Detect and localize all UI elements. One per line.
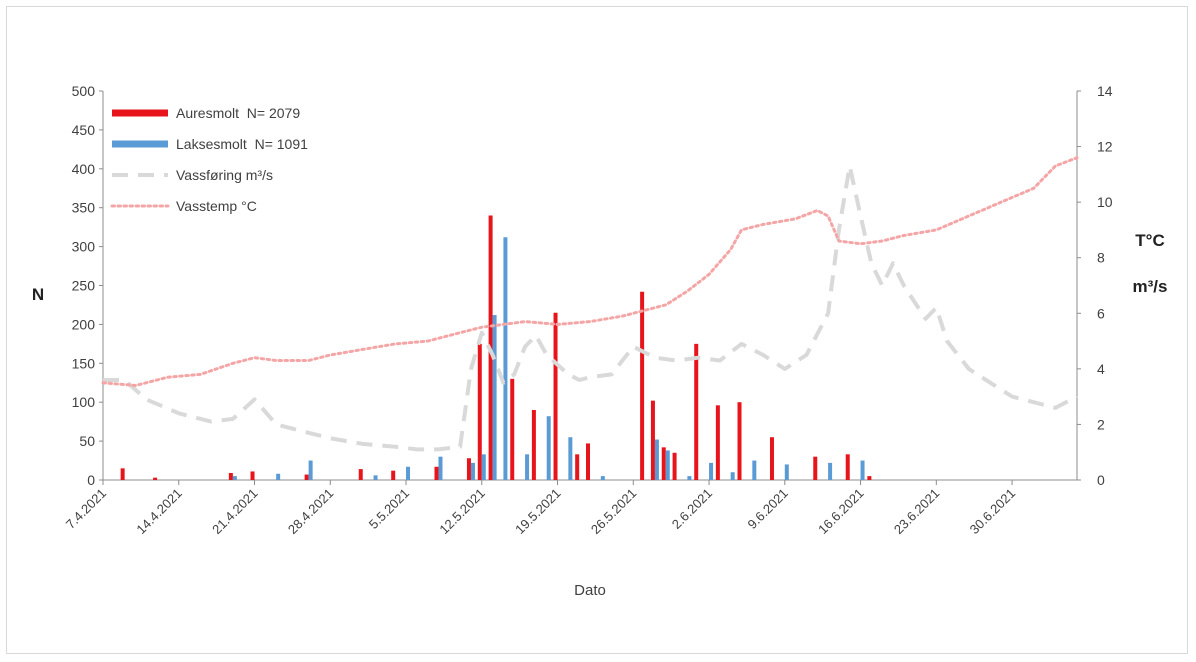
line-vasstemp: [101, 156, 1079, 387]
y-left-tick-label: 300: [72, 239, 96, 255]
y-right-tick-label: 12: [1097, 139, 1113, 155]
x-tick-label: 26.5.2021: [588, 486, 640, 538]
bar-auresmolt: [250, 471, 255, 480]
y-left-tick-label: 350: [72, 200, 96, 216]
x-tick-label: 2.6.2021: [669, 486, 715, 532]
bar-laksesmolt: [232, 476, 237, 480]
x-tick-label: 9.6.2021: [745, 486, 791, 532]
y-axis-left-title: N: [32, 285, 44, 304]
y-axis-right-title-temp: T°C: [1135, 231, 1164, 250]
bar-auresmolt: [575, 454, 580, 480]
bar-auresmolt: [813, 456, 818, 480]
x-tick-label: 12.5.2021: [436, 486, 488, 538]
y-left-tick-label: 250: [72, 278, 96, 294]
bar-laksesmolt: [752, 460, 757, 480]
bar-laksesmolt: [665, 450, 670, 480]
bar-laksesmolt: [784, 464, 789, 480]
y-right-tick-label: 2: [1097, 416, 1105, 432]
y-left-tick-label: 100: [72, 394, 96, 410]
bar-auresmolt: [769, 437, 774, 480]
bar-laksesmolt: [503, 237, 508, 480]
bar-auresmolt: [531, 409, 536, 480]
x-tick-label: 28.4.2021: [285, 486, 337, 538]
x-tick-label: 16.6.2021: [815, 486, 867, 538]
y-right-tick-label: 6: [1097, 305, 1105, 321]
bar-auresmolt: [228, 472, 233, 480]
bar-auresmolt: [867, 476, 872, 480]
bar-laksesmolt: [568, 437, 573, 480]
bar-laksesmolt: [860, 460, 865, 480]
bar-auresmolt: [845, 454, 850, 480]
x-tick-label: 7.4.2021: [63, 486, 109, 532]
bar-auresmolt: [153, 477, 158, 480]
y-left-tick-label: 150: [72, 355, 96, 371]
y-left-tick-label: 400: [72, 161, 96, 177]
bar-laksesmolt: [470, 462, 475, 480]
bar-auresmolt: [358, 469, 363, 480]
bar-auresmolt: [120, 468, 125, 480]
chart-frame: [6, 6, 1188, 654]
x-tick-label: 30.6.2021: [967, 486, 1019, 538]
bar-auresmolt: [694, 343, 699, 480]
y-axis-right-title-flow: m³/s: [1133, 277, 1168, 296]
bar-laksesmolt: [828, 462, 833, 480]
bar-laksesmolt: [492, 315, 497, 480]
legend-label: Laksesmolt N= 1091: [176, 136, 308, 152]
bar-auresmolt: [715, 405, 720, 480]
bar-laksesmolt: [730, 472, 735, 480]
bar-laksesmolt: [654, 439, 659, 480]
y-right-tick-label: 4: [1097, 361, 1105, 377]
bar-auresmolt: [553, 312, 558, 480]
legend-label: Vassføring m³/s: [176, 167, 273, 183]
x-tick-label: 14.4.2021: [133, 486, 185, 538]
bar-laksesmolt: [687, 476, 692, 480]
bar-auresmolt: [661, 447, 666, 480]
bar-auresmolt: [477, 343, 482, 480]
bar-auresmolt: [466, 458, 471, 480]
y-left-tick-label: 200: [72, 316, 96, 332]
y-left-tick-label: 50: [79, 433, 95, 449]
x-tick-label: 21.4.2021: [209, 486, 261, 538]
y-left-tick-label: 0: [87, 472, 95, 488]
bar-laksesmolt: [406, 466, 411, 480]
x-tick-label: 23.6.2021: [891, 486, 943, 538]
bar-auresmolt: [304, 474, 309, 480]
bar-laksesmolt: [709, 462, 714, 480]
bar-auresmolt: [391, 470, 396, 480]
y-left-tick-label: 500: [72, 83, 96, 99]
legend-label: Vasstemp °C: [176, 198, 257, 214]
x-tick-label: 19.5.2021: [512, 486, 564, 538]
y-right-tick-label: 8: [1097, 250, 1105, 266]
bar-laksesmolt: [276, 473, 281, 480]
bar-auresmolt: [650, 400, 655, 480]
x-tick-label: 5.5.2021: [366, 486, 412, 532]
y-right-tick-label: 14: [1097, 83, 1113, 99]
bar-auresmolt: [510, 378, 515, 480]
line-vassforing: [103, 164, 1078, 452]
y-right-tick-label: 0: [1097, 472, 1105, 488]
bar-auresmolt: [737, 402, 742, 480]
bar-laksesmolt: [438, 456, 443, 480]
legend-label: Auresmolt N= 2079: [176, 105, 300, 121]
bar-auresmolt: [672, 452, 677, 480]
bar-auresmolt: [640, 291, 645, 480]
bar-laksesmolt: [373, 475, 378, 480]
bar-laksesmolt: [525, 454, 530, 480]
y-right-tick-label: 10: [1097, 194, 1113, 210]
bar-auresmolt: [586, 443, 590, 480]
bar-laksesmolt: [481, 454, 486, 480]
bar-auresmolt: [434, 466, 439, 480]
x-axis-title: Dato: [574, 582, 606, 599]
bar-laksesmolt: [546, 416, 551, 480]
y-left-tick-label: 450: [72, 122, 96, 138]
bar-laksesmolt: [600, 476, 605, 480]
bar-laksesmolt: [308, 460, 313, 480]
